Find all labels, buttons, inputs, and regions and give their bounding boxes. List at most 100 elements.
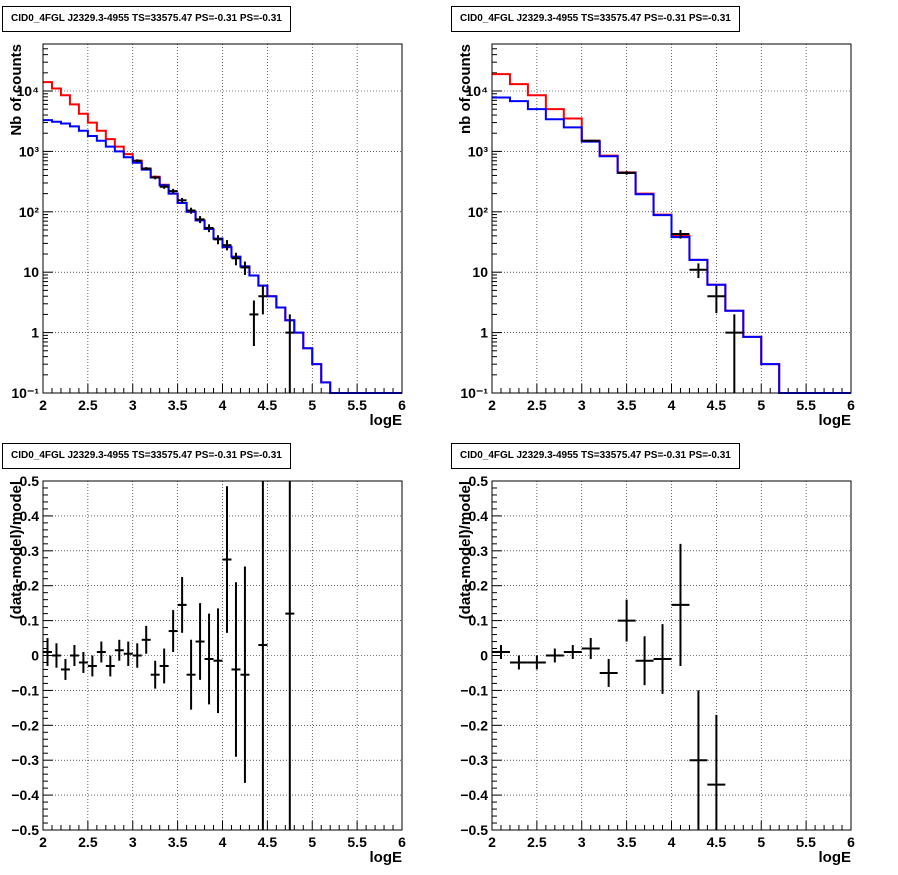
y-tick-label: 0.4 <box>469 508 489 524</box>
y-tick-label: 0.1 <box>20 613 40 629</box>
x-tick-label: 4.5 <box>707 834 727 850</box>
data-point <box>617 171 636 175</box>
residual-point <box>195 603 205 680</box>
residual-point <box>51 643 61 668</box>
x-tick-label: 6 <box>398 397 406 413</box>
y-tick-label: 0.2 <box>469 578 489 594</box>
y-tick-label: 1 <box>31 325 39 341</box>
y-tick-label: 1 <box>480 325 488 341</box>
y-tick-label: −0.1 <box>11 682 39 698</box>
y-tick-label: −0.4 <box>460 787 488 803</box>
data-point <box>204 224 214 233</box>
residual-point <box>114 639 124 661</box>
y-tick-label: 10⁻¹ <box>460 385 488 401</box>
y-axis-title: nb of counts <box>457 44 474 134</box>
x-axis-title: logE <box>819 412 852 429</box>
plot-title: CID0_4FGL J2329.3-4955 TS=33575.47 PS=-0… <box>451 443 740 469</box>
residual-plot-left: 2 2.5 3 3.5 4 4.5 5 5.5 6 −0.5 −0.4 −0.3 −0.2 −0.1 0 0.… <box>8 473 406 866</box>
residual-point <box>159 648 169 684</box>
residual-point <box>60 658 70 680</box>
residual-point <box>689 690 708 830</box>
data-point <box>689 263 708 279</box>
x-tick-label: 2.5 <box>78 834 98 850</box>
y-tick-label: 0.1 <box>469 613 489 629</box>
y-tick-label: 0.3 <box>469 543 489 559</box>
data-point <box>222 240 232 251</box>
data-point <box>285 314 295 393</box>
residual-point <box>527 655 546 670</box>
y-tick-label: 10⁻¹ <box>11 385 39 401</box>
data-point <box>132 159 142 163</box>
y-tick-label: −0.2 <box>11 717 39 733</box>
counts-plot-left: 2 2.5 3 3.5 4 4.5 5 5.5 6 10⁻¹ 1 10 10² 10³ 10⁴ logE Nb … <box>8 43 406 429</box>
residual-point <box>87 655 97 677</box>
residual-point <box>105 655 115 677</box>
residual-point <box>123 641 133 666</box>
y-tick-label: 10 <box>23 264 39 280</box>
y-tick-label: −0.3 <box>11 752 39 768</box>
residual-point <box>141 625 151 654</box>
x-tick-label: 2 <box>488 834 496 850</box>
plot-frame <box>42 480 403 831</box>
residual-point <box>69 645 79 666</box>
x-tick-label: 5.5 <box>347 397 367 413</box>
residual-point <box>671 543 690 666</box>
y-tick-label: 0.5 <box>469 473 489 489</box>
x-tick-label: 4 <box>668 834 676 850</box>
residual-point <box>231 582 241 757</box>
x-tick-label: 4 <box>219 834 227 850</box>
x-tick-label: 3.5 <box>617 834 637 850</box>
x-axis-title: logE <box>819 849 852 866</box>
x-tick-label: 3.5 <box>617 397 637 413</box>
y-tick-label: 10² <box>19 204 40 220</box>
y-tick-label: 10⁴ <box>466 83 489 99</box>
plot-title: CID0_4FGL J2329.3-4955 TS=33575.47 PS=-0… <box>2 6 291 32</box>
x-tick-label: 4.5 <box>258 397 278 413</box>
x-axis-title: logE <box>370 412 403 429</box>
residual-point <box>204 613 214 705</box>
data-point <box>240 261 250 275</box>
x-tick-label: 5 <box>308 834 316 850</box>
x-tick-label: 5.5 <box>796 834 816 850</box>
residual-point <box>177 576 187 633</box>
x-tick-label: 2.5 <box>527 397 547 413</box>
x-tick-label: 2.5 <box>527 834 547 850</box>
residual-point <box>581 638 600 659</box>
y-tick-label: 10³ <box>19 143 40 159</box>
residual-panel-right: 2 2.5 3 3.5 4 4.5 5 5.5 6 −0.5 −0.4 −0.3 −0.2 −0.1 0 0.… <box>449 437 898 874</box>
residual-point <box>240 566 250 783</box>
counts-plot-right: 2 2.5 3 3.5 4 4.5 5 5.5 6 10⁻¹ 1 10 10² 10³ 10⁴ logE nb … <box>457 43 855 429</box>
y-tick-label: 0.5 <box>20 473 40 489</box>
plot-frame <box>491 480 852 831</box>
x-tick-label: 5 <box>757 397 765 413</box>
y-axis-title: Nb of counts <box>8 44 25 136</box>
y-tick-label: 0.3 <box>20 543 40 559</box>
x-tick-label: 4 <box>668 397 676 413</box>
residual-point <box>545 648 564 663</box>
data-point <box>671 229 690 239</box>
data-point <box>186 207 196 214</box>
residual-point <box>492 645 510 659</box>
x-tick-label: 2.5 <box>78 397 98 413</box>
x-tick-label: 5.5 <box>796 397 816 413</box>
data-point <box>213 235 223 245</box>
y-axis-title: (data-model)/model <box>457 481 474 619</box>
residual-point <box>707 714 726 830</box>
residual-point <box>258 481 268 830</box>
residual-point <box>43 638 52 666</box>
y-tick-label: −0.5 <box>11 822 39 838</box>
y-tick-label: 0.4 <box>20 508 40 524</box>
x-tick-label: 2 <box>488 397 496 413</box>
residual-point <box>186 639 196 710</box>
y-tick-label: 10 <box>472 264 488 280</box>
x-tick-label: 5.5 <box>347 834 367 850</box>
x-axis-title: logE <box>370 849 403 866</box>
x-tick-label: 6 <box>398 834 406 850</box>
residual-point <box>509 655 528 670</box>
x-tick-label: 2 <box>39 397 47 413</box>
y-tick-label: 10³ <box>468 143 489 159</box>
x-tick-label: 3 <box>578 834 586 850</box>
y-axis-title: (data-model)/model <box>8 481 25 619</box>
data-point <box>249 300 259 346</box>
residual-point <box>285 481 295 830</box>
